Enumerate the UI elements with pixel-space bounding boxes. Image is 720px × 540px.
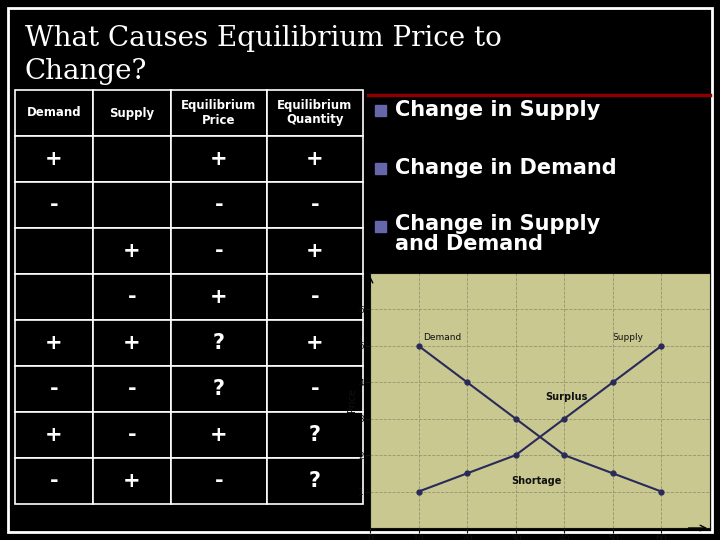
Text: ?: ? [309, 471, 321, 491]
Bar [267, 228, 363, 274]
Bar [171, 320, 267, 366]
Text: Price: Price [202, 113, 235, 126]
Text: Equilibrium: Equilibrium [277, 99, 353, 112]
Bar [15, 228, 93, 274]
Y-axis label: Price: Price [346, 388, 356, 413]
Bar [375, 163, 386, 174]
Text: ?: ? [213, 379, 225, 399]
Text: +: + [210, 425, 228, 445]
Bar [267, 412, 363, 458]
Bar [93, 90, 171, 136]
Bar [267, 182, 363, 228]
Bar [171, 136, 267, 182]
Text: +: + [210, 149, 228, 169]
Bar [93, 320, 171, 366]
Text: Demand: Demand [27, 106, 81, 119]
Text: -: - [50, 379, 58, 399]
Bar [267, 320, 363, 366]
Bar [267, 136, 363, 182]
Text: Demand: Demand [423, 333, 462, 342]
Text: +: + [45, 149, 63, 169]
Bar [375, 221, 386, 232]
Bar [375, 105, 386, 116]
Bar [15, 182, 93, 228]
Text: -: - [311, 287, 319, 307]
Bar [171, 182, 267, 228]
Bar [171, 366, 267, 412]
Text: Change?: Change? [25, 58, 148, 85]
Text: -: - [50, 195, 58, 215]
Bar [267, 458, 363, 504]
Text: -: - [311, 379, 319, 399]
Text: Equilibrium: Equilibrium [181, 99, 256, 112]
Bar [93, 366, 171, 412]
Bar [93, 412, 171, 458]
Bar [15, 90, 93, 136]
Bar [15, 320, 93, 366]
Text: +: + [45, 333, 63, 353]
Bar [267, 366, 363, 412]
Text: Change in Supply: Change in Supply [395, 100, 600, 120]
Text: -: - [311, 195, 319, 215]
Bar [93, 274, 171, 320]
Bar [171, 458, 267, 504]
Text: Supply: Supply [613, 333, 644, 342]
Text: +: + [210, 287, 228, 307]
Text: -: - [127, 379, 136, 399]
Bar [93, 228, 171, 274]
Bar [267, 90, 363, 136]
Bar [15, 274, 93, 320]
Text: ?: ? [213, 333, 225, 353]
Text: +: + [123, 471, 141, 491]
Text: Shortage: Shortage [511, 476, 561, 487]
Text: and Demand: and Demand [395, 234, 543, 254]
Text: +: + [123, 333, 141, 353]
Bar [15, 412, 93, 458]
Text: -: - [50, 471, 58, 491]
Text: -: - [127, 287, 136, 307]
Text: +: + [123, 241, 141, 261]
Text: +: + [306, 149, 324, 169]
Bar [171, 274, 267, 320]
Text: +: + [306, 241, 324, 261]
Text: +: + [306, 333, 324, 353]
Bar [171, 412, 267, 458]
Bar [93, 182, 171, 228]
Text: -: - [215, 471, 223, 491]
Bar [267, 274, 363, 320]
Text: Change in Supply: Change in Supply [395, 214, 600, 234]
Bar [93, 136, 171, 182]
Text: -: - [127, 425, 136, 445]
Text: Surplus: Surplus [545, 393, 588, 402]
Text: Quantity: Quantity [287, 113, 343, 126]
Bar [171, 90, 267, 136]
Text: What Causes Equilibrium Price to: What Causes Equilibrium Price to [25, 25, 502, 52]
Text: Change in Demand: Change in Demand [395, 158, 616, 178]
Bar [15, 458, 93, 504]
Text: -: - [215, 195, 223, 215]
Text: ?: ? [309, 425, 321, 445]
Bar [15, 366, 93, 412]
Text: Supply: Supply [109, 106, 155, 119]
Text: +: + [45, 425, 63, 445]
Bar [93, 458, 171, 504]
Text: -: - [215, 241, 223, 261]
Bar [15, 136, 93, 182]
Bar [171, 228, 267, 274]
